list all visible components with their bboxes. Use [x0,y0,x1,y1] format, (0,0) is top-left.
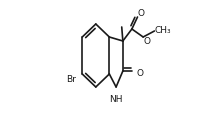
Text: Br: Br [66,75,75,84]
Text: CH₃: CH₃ [155,25,172,34]
Text: O: O [137,9,144,18]
Text: O: O [136,69,143,78]
Text: NH: NH [109,94,123,103]
Text: O: O [144,37,151,46]
